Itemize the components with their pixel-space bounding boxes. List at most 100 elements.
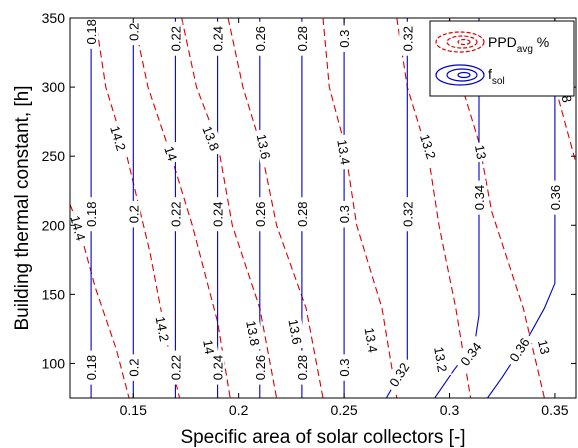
contour-label-f-sol: 0.18 (83, 18, 99, 49)
contour-label-bg (167, 21, 183, 56)
contour-label-f-sol: 0.2 (125, 200, 141, 228)
contour-label-f-sol: 0.2 (125, 354, 141, 381)
contour-label: 0.2 (126, 205, 141, 223)
contour-label-bg (83, 197, 99, 232)
contour-label-f-sol: 0.28 (293, 197, 310, 232)
contour-label-f-sol: 0.32 (399, 197, 415, 232)
x-tick-label: 0.15 (120, 402, 147, 418)
contour-label: 0.32 (400, 202, 415, 227)
x-tick-label: 0.2 (229, 402, 249, 418)
contour-label-ppd-avg: 13.4 (362, 321, 383, 358)
y-axis-label: Building thermal constant, [h] (12, 85, 33, 330)
contour-label-bg (503, 330, 535, 368)
contour-label-bg (125, 18, 141, 46)
legend-ppd-suffix: % (533, 34, 549, 50)
contour-label: 0.22 (168, 355, 183, 380)
contour-label: 0.22 (168, 26, 183, 51)
contour-label-bg (471, 180, 486, 215)
contour-label-ppd-avg: 13.6 (285, 313, 307, 350)
contour-label-f-sol: 0.26 (251, 21, 268, 56)
contour-label-f-sol: 0.3 (336, 25, 352, 52)
contour-line-ppd-avg (548, 45, 576, 164)
legend-box (429, 20, 575, 97)
contour-label-bg (293, 197, 309, 232)
contour-label: 0.28 (295, 202, 310, 227)
contour-label-f-sol: 0.22 (167, 350, 183, 385)
contour-label: 0.2 (126, 23, 141, 41)
contour-label-bg (336, 25, 352, 52)
contour-label-f-sol: 0.26 (251, 350, 268, 385)
contour-label-f-sol: 0.18 (83, 197, 99, 232)
contour-line-f-sol (487, 18, 556, 398)
contour-label: 14.2 (153, 315, 172, 343)
contour-label: 13.2 (431, 346, 450, 373)
legend-fsol-name: f (488, 66, 492, 82)
contour-label-f-sol: 0.36 (546, 180, 563, 215)
contour-label-bg (416, 127, 442, 165)
y-tick-label: 100 (42, 355, 66, 371)
contour-label-bg (472, 141, 491, 163)
contour-label-bg (167, 197, 183, 232)
contour-label-bg (251, 21, 267, 56)
contour-label: 13.4 (362, 326, 381, 353)
legend-ppd-icon (435, 31, 485, 53)
contour-label: 0.28 (295, 26, 310, 51)
contour-label: 0.26 (253, 26, 268, 51)
contour-label: 0.18 (84, 202, 99, 227)
x-tick-label: 0.3 (440, 402, 460, 418)
legend-fsol-label: fsol (488, 66, 505, 87)
contour-label: 13.4 (334, 138, 353, 165)
contour-label-f-sol: 0.26 (251, 197, 268, 232)
contour-label-bg (431, 341, 452, 378)
contour-label-f-sol: 0.24 (209, 197, 226, 232)
x-tick-label: 0.35 (541, 402, 568, 418)
contour-label-ppd-avg: 14.4 (70, 209, 91, 247)
contour-label-f-sol: 0.34 (471, 180, 487, 215)
contour-label-ppd-avg: 13.4 (334, 133, 355, 170)
contour-label-f-sol: 0.3 (336, 354, 352, 381)
contour-label-bg (152, 310, 174, 347)
contour-label-bg (125, 200, 141, 228)
contour-label-bg (293, 350, 309, 385)
contour-label-bg (383, 355, 414, 393)
contour-label: 0.3 (337, 205, 352, 223)
contour-label: 0.32 (400, 26, 415, 51)
contour-label: 0.18 (84, 355, 99, 380)
contour-label-ppd-avg: 14.2 (106, 119, 132, 157)
contour-label: 0.18 (84, 19, 99, 44)
contour-label-f-sol: 0.22 (167, 21, 183, 56)
contour-label: 0.36 (548, 185, 563, 210)
contour-label: 14 (200, 339, 217, 356)
contour-label: 13.6 (285, 318, 304, 346)
contour-label-bg (209, 197, 225, 232)
contour-label-f-sol: 0.22 (167, 197, 183, 232)
legend: PPDavg % fsol (429, 20, 575, 97)
contour-label-bg (253, 128, 276, 165)
legend-ppd-subscript: avg (517, 44, 533, 55)
contour-label-bg (293, 21, 309, 56)
contour-label-bg (209, 350, 225, 385)
y-tick-label: 200 (42, 217, 66, 233)
legend-ppd-label: PPDavg % (488, 34, 549, 55)
contour-label-ppd-avg: 14 (200, 336, 219, 358)
contour-label-bg (285, 313, 307, 350)
contour-label-bg (167, 350, 183, 385)
contour-label-ppd-avg: 13.8 (243, 314, 265, 352)
contour-label-bg (334, 133, 355, 170)
contour-label-ppd-avg: 13.2 (416, 127, 442, 165)
x-tick-label: 0.25 (330, 402, 357, 418)
contour-label-f-sol: 0.32 (399, 21, 415, 56)
contour-label: 13.6 (254, 133, 274, 161)
contour-line-ppd-avg (181, 18, 278, 398)
contour-label-ppd-avg: 14.2 (152, 310, 174, 347)
contour-label-bg (251, 197, 267, 232)
contour-label-bg (198, 119, 225, 157)
contour-label-bg (70, 209, 91, 247)
contour-label-bg (546, 180, 562, 215)
contour-label: 0.24 (211, 355, 226, 380)
contour-label-bg (209, 21, 225, 56)
contour-label: 0.26 (253, 355, 268, 380)
contour-label-f-sol: 0.28 (293, 350, 310, 385)
x-axis-label: Specific area of solar collectors [-] (180, 427, 465, 448)
contour-label-bg (83, 350, 99, 385)
